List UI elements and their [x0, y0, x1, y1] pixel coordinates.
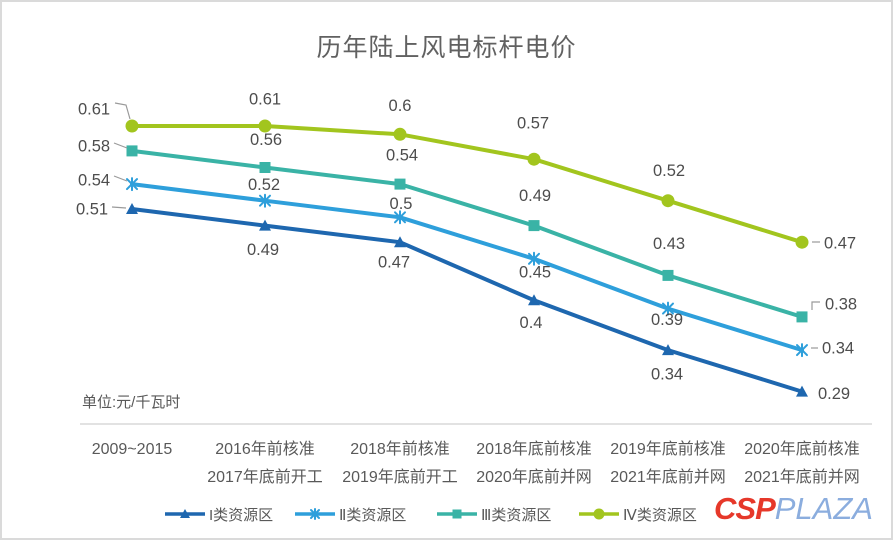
series-I类资源区: 0.51 0.49 0.47 0.4 0.34 0.29 [76, 201, 850, 404]
value-label: 0.47 [824, 235, 856, 253]
x-axis-label-line: 2020年底前核准 [744, 440, 860, 458]
x-axis-label-line: 2019年底前核准 [610, 440, 726, 458]
unit-label: 单位:元/千瓦时 [82, 394, 181, 411]
value-label: 0.5 [390, 195, 413, 213]
data-point-square [662, 269, 674, 281]
value-label: 0.43 [653, 235, 685, 253]
value-label: 0.52 [653, 162, 685, 180]
data-point-triangle [528, 294, 540, 306]
data-point-asterisk [259, 193, 271, 208]
label-leader-line [113, 142, 128, 149]
value-label: 0.4 [520, 314, 543, 332]
data-point-triangle [662, 344, 674, 356]
data-point-square [528, 220, 540, 232]
data-point-square [796, 311, 808, 323]
value-label: 0.57 [517, 115, 549, 133]
value-label: 0.56 [250, 131, 282, 149]
data-point-triangle [259, 219, 271, 231]
value-label: 0.45 [519, 263, 551, 281]
data-point-asterisk [662, 301, 674, 316]
data-point-circle [258, 119, 272, 133]
data-point-asterisk [394, 210, 406, 225]
label-leader-line [111, 206, 127, 209]
value-label: 0.49 [519, 187, 551, 205]
x-axis-category-label: 2009~2015 [92, 441, 173, 458]
value-label: 0.38 [825, 295, 857, 313]
data-point-circle [393, 127, 407, 141]
series-Ⅱ类资源区: 0.54 0.52 0.5 0.45 0.39 0.34 [78, 172, 854, 358]
x-axis-label-line: 2017年底前开工 [207, 468, 323, 486]
data-point-triangle [394, 236, 406, 248]
series-Ⅳ类资源区: 0.61 0.61 0.6 0.57 0.52 0.47 [78, 91, 856, 253]
value-label: 0.52 [248, 176, 280, 194]
value-label: 0.39 [651, 311, 683, 329]
series-line [130, 148, 804, 319]
logo-csp-text: CSP [714, 491, 776, 526]
data-point-asterisk [126, 177, 138, 192]
data-point-asterisk [796, 343, 808, 358]
data-point-circle [795, 235, 809, 249]
label-leader-line [114, 102, 131, 120]
value-label: 0.61 [249, 91, 281, 109]
x-axis-label-line: 2020年底前并网 [476, 468, 592, 486]
value-label: 0.29 [818, 385, 850, 403]
data-point-square [259, 162, 271, 173]
series-line [130, 182, 804, 353]
value-label: 0.34 [651, 366, 683, 384]
value-label: 0.54 [78, 172, 110, 190]
label-leader-line [113, 175, 128, 182]
data-point-triangle [796, 385, 808, 397]
series-line [130, 207, 804, 394]
value-label: 0.34 [822, 340, 854, 358]
chart-title: 历年陆上风电标杆电价 [316, 34, 577, 62]
x-axis-category-label: 2019年底前核准 2021年底前并网 [610, 440, 726, 486]
data-point-circle [125, 119, 139, 133]
x-axis-category-label: 2020年底前核准 2021年底前并网 [744, 440, 860, 486]
x-axis-category-label: 2018年底前核准 2020年底前并网 [476, 440, 592, 486]
series-Ⅲ类资源区: 0.58 0.56 0.54 0.49 0.43 0.38 [78, 131, 857, 323]
x-axis-label-line: 2018年底前核准 [476, 440, 592, 458]
data-point-circle [527, 152, 541, 166]
value-label: 0.58 [78, 137, 110, 155]
x-axis-label-line: 2018年前核准 [350, 440, 450, 458]
data-point-circle [661, 194, 675, 208]
data-point-square [394, 178, 406, 190]
value-label: 0.54 [386, 147, 418, 165]
x-axis-label-line: 2021年底前并网 [744, 468, 860, 486]
data-point-triangle [126, 203, 138, 214]
x-axis-label-line: 2009~2015 [92, 441, 173, 458]
cspplaza-watermark-logo: CSPPLAZA [714, 492, 873, 526]
data-point-asterisk [528, 251, 540, 266]
x-axis-label-line: 2021年底前并网 [610, 468, 726, 486]
value-label: 0.47 [378, 254, 410, 272]
x-axis-category-label: 2016年前核准 2017年底前开工 [207, 440, 323, 486]
x-axis-label-line: 2016年前核准 [215, 440, 315, 458]
value-label: 0.49 [247, 241, 279, 259]
logo-plaza-text: PLAZA [774, 491, 873, 526]
label-leader-line [811, 301, 820, 310]
x-axis-label-line: 2019年底前开工 [342, 468, 458, 486]
value-label: 0.6 [389, 97, 412, 115]
value-label: 0.61 [78, 101, 110, 119]
data-point-square [126, 145, 138, 157]
value-label: 0.51 [76, 201, 108, 219]
series-line [130, 124, 804, 245]
x-axis-category-label: 2018年前核准 2019年底前开工 [342, 440, 458, 486]
